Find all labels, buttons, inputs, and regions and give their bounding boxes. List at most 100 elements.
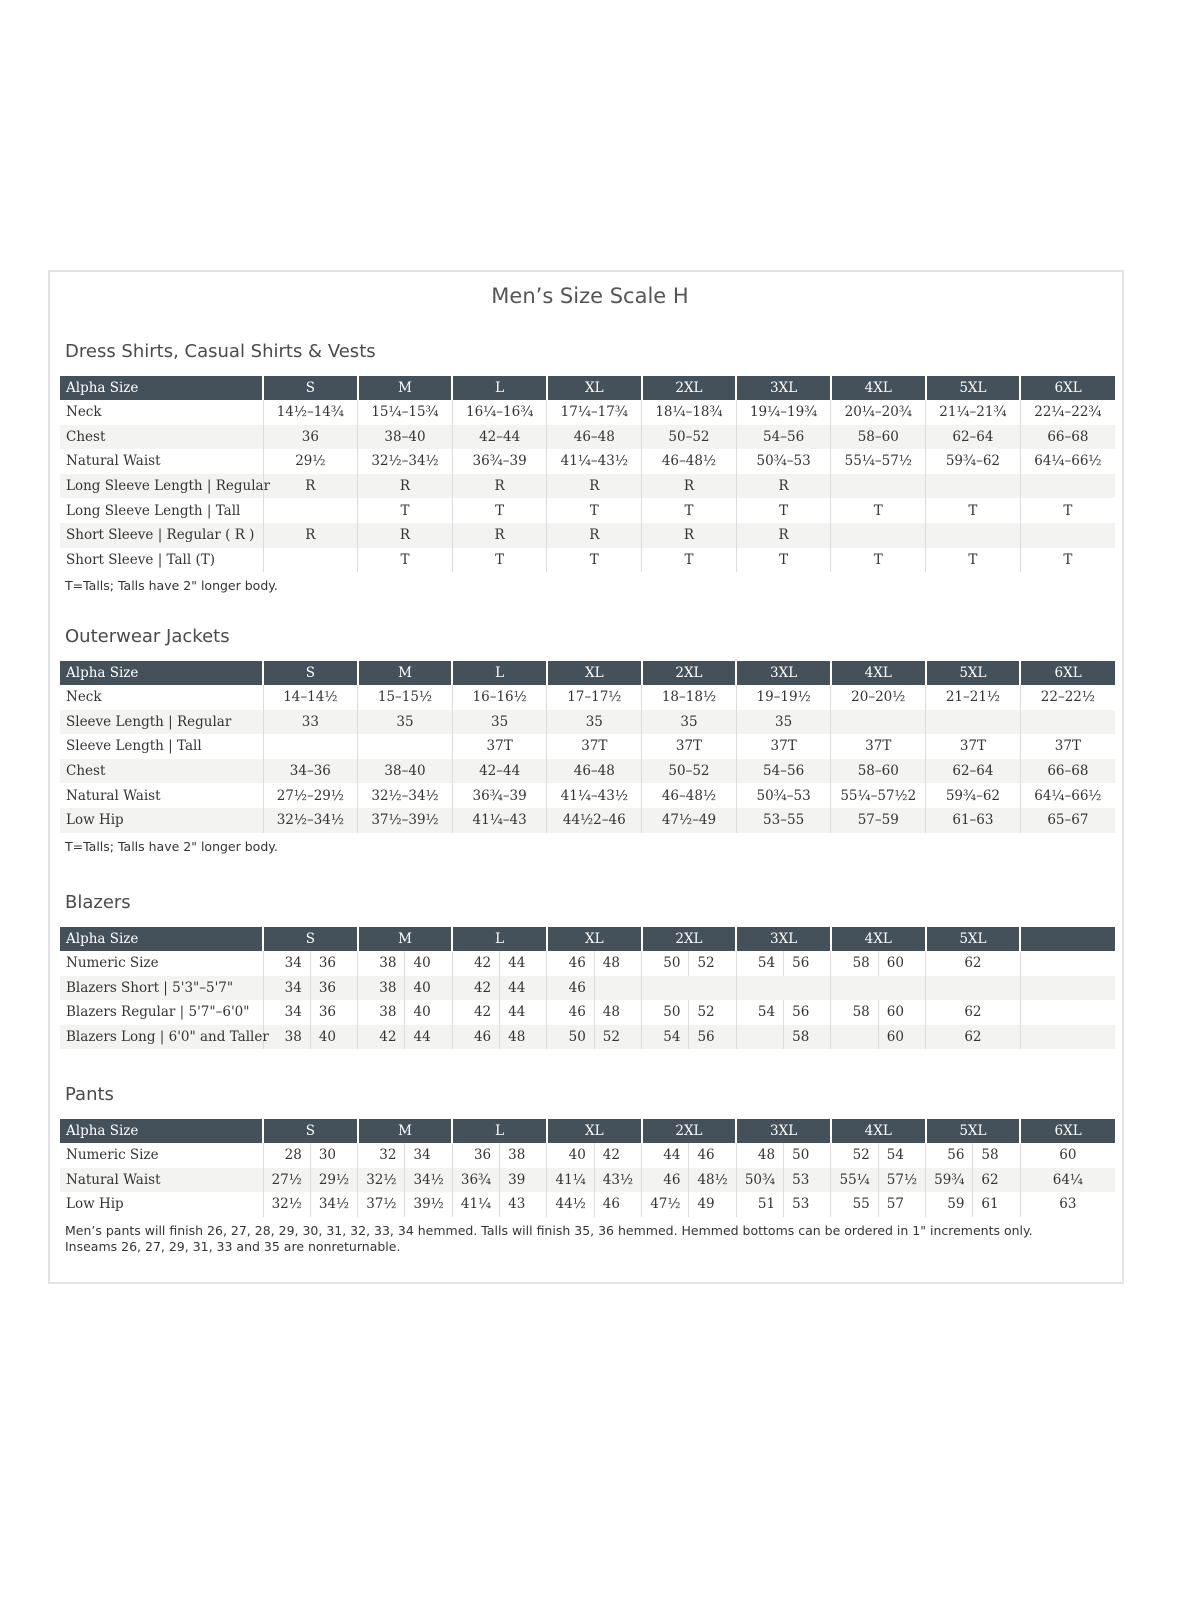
table-cell: 18¼–18¾ bbox=[641, 400, 737, 425]
table-cell: 44 46 bbox=[641, 1143, 737, 1168]
table-cell: 21¼–21¾ bbox=[925, 400, 1021, 425]
table-cell: 50–52 bbox=[641, 758, 737, 784]
column-header: S bbox=[262, 376, 358, 400]
table-row: Low Hip 32½ 34½ 37½ 39½ 41¼ 43 44½ 46 47½ 49 51 53 55… bbox=[60, 1192, 1115, 1217]
column-header: 2XL bbox=[640, 376, 737, 400]
table-cell: 32½ 34½ bbox=[357, 1167, 453, 1193]
table-cell: 55¼ 57½ bbox=[830, 1167, 926, 1193]
table-cell: 38–40 bbox=[357, 424, 453, 450]
table-cell: 64¼–66½ bbox=[1019, 783, 1115, 808]
table-cell: R bbox=[357, 473, 453, 499]
table-row: Blazers Short | 5'3"–5'7" 34 36 38 40 42 44 46 bbox=[60, 975, 1115, 1001]
table-cell: 20–20½ bbox=[830, 685, 926, 710]
cell-value-high: 56 bbox=[792, 1004, 810, 1021]
cell-value-low: 42 bbox=[453, 975, 501, 1001]
table-cell: 63 bbox=[1019, 1192, 1115, 1217]
column-header: Alpha Size bbox=[60, 1119, 263, 1143]
cell-value-high: 49 bbox=[697, 1196, 715, 1213]
column-header: 2XL bbox=[640, 927, 737, 951]
cell-value-high: 44 bbox=[508, 955, 526, 971]
size-table: Alpha Size S M L XL 2XL 3XL 4XL 5XL 6XL Numeric Si… bbox=[60, 1119, 1115, 1217]
cell-value-low: 50 bbox=[642, 1000, 690, 1025]
table-cell: R bbox=[357, 522, 453, 548]
cell-value-low: 28 bbox=[264, 1143, 311, 1168]
column-header: XL bbox=[545, 661, 642, 685]
table-cell: 41¼–43½ bbox=[546, 449, 642, 474]
table-cell: 47½–49 bbox=[641, 807, 737, 833]
cell-value-high: 40 bbox=[413, 979, 431, 996]
column-header: 4XL bbox=[829, 661, 926, 685]
table-row: Numeric Size 28 30 32 34 36 38 40 42 44 46 48 50 52 54… bbox=[60, 1143, 1115, 1168]
table-cell: 14½–14¾ bbox=[262, 400, 358, 425]
table-cell: 50 52 bbox=[546, 1024, 642, 1050]
table-cell: T bbox=[546, 547, 642, 573]
table-cell bbox=[925, 473, 1021, 499]
cell-value-high: 43 bbox=[508, 1196, 526, 1213]
cell-value-high: 36 bbox=[318, 979, 337, 996]
table-cell: T bbox=[925, 547, 1021, 573]
table-cell: 37T bbox=[830, 734, 926, 759]
cell-value-high: 60 bbox=[886, 1004, 904, 1021]
column-header: 5XL bbox=[924, 927, 1021, 951]
table-cell: 15–15½ bbox=[357, 685, 453, 710]
table-cell: 37T bbox=[546, 734, 642, 759]
column-header: Alpha Size bbox=[60, 376, 263, 400]
cell-value-high: 34½ bbox=[413, 1171, 444, 1188]
table-cell: 34 36 bbox=[262, 951, 358, 976]
table-cell: 54 56 bbox=[641, 1024, 737, 1050]
cell-value-low: 34 bbox=[264, 975, 311, 1001]
table-cell: 22¼–22¾ bbox=[1019, 400, 1115, 425]
table-cell bbox=[262, 547, 358, 573]
cell-value-high: 48½ bbox=[697, 1171, 728, 1188]
cell-value-low: 56 bbox=[926, 1143, 974, 1168]
table-cell: 58 60 bbox=[830, 1000, 926, 1025]
table-row: Numeric Size 34 36 38 40 42 44 46 48 50 52 54 56 58 60… bbox=[60, 951, 1115, 976]
table-cell: 59 61 bbox=[925, 1192, 1021, 1217]
table-cell bbox=[1019, 951, 1115, 976]
table-cell: R bbox=[262, 473, 358, 499]
cell-value-high: 38 bbox=[508, 1147, 526, 1163]
table-cell: T bbox=[735, 547, 831, 573]
cell-value-low bbox=[737, 1024, 785, 1050]
table-row: Short Sleeve | Tall (T) T T T T T T T T bbox=[60, 547, 1115, 573]
table-row: Blazers Long | 6'0" and Taller 38 40 42 44 46… bbox=[60, 1024, 1115, 1050]
table-cell: 46–48½ bbox=[641, 783, 737, 808]
section-blazers: Blazers Alpha Size S M L XL 2XL 3XL 4XL 5XL Numeri… bbox=[60, 891, 1115, 1050]
table-cell: 37½–39½ bbox=[357, 807, 453, 833]
table-cell: T bbox=[735, 498, 831, 523]
column-header: 3XL bbox=[735, 661, 831, 685]
table-cell: R bbox=[735, 473, 831, 499]
table-cell: 58–60 bbox=[830, 424, 926, 450]
table-cell: 48 50 bbox=[735, 1143, 831, 1168]
table-cell bbox=[1019, 709, 1115, 735]
cell-value-high: 56 bbox=[792, 955, 810, 971]
table-cell: 37T bbox=[641, 734, 737, 759]
table-cell: 40 42 bbox=[546, 1143, 642, 1168]
cell-value-high: 54 bbox=[886, 1147, 904, 1163]
column-header: S bbox=[262, 1119, 358, 1143]
cell-value-high: 48 bbox=[508, 1028, 526, 1045]
table-cell: 27½ 29½ bbox=[262, 1167, 358, 1193]
table-cell: 37T bbox=[1019, 734, 1115, 759]
table-cell: 17¼–17¾ bbox=[546, 400, 642, 425]
note-line: T=Talls; Talls have 2" longer body. bbox=[65, 838, 278, 854]
cell-value-high: 46 bbox=[602, 1196, 620, 1213]
cell-value-high: 57 bbox=[886, 1196, 904, 1213]
table-cell: 54–56 bbox=[735, 424, 831, 450]
cell-value-low: 52 bbox=[831, 1143, 879, 1168]
row-label: Long Sleeve Length | Tall bbox=[66, 502, 241, 519]
cell-value-low: 32 bbox=[358, 1143, 406, 1168]
cell-value-low: 46 bbox=[642, 1167, 690, 1193]
table-cell: 44½ 46 bbox=[546, 1192, 642, 1217]
table-cell: 35 bbox=[546, 709, 642, 735]
table-cell: 61–63 bbox=[925, 807, 1021, 833]
table-cell bbox=[1019, 522, 1115, 548]
table-cell: 50¾ 53 bbox=[735, 1167, 831, 1193]
row-label: Sleeve Length | Tall bbox=[66, 738, 202, 755]
cell-value-high: 62 bbox=[981, 1171, 999, 1188]
cell-value-low: 48 bbox=[737, 1143, 785, 1168]
section-outerwear-jackets: Outerwear Jackets Alpha Size S M L XL 2XL 3XL 4X… bbox=[60, 625, 1115, 855]
table-cell: 42 44 bbox=[451, 975, 547, 1001]
table-cell: 46 48 bbox=[546, 951, 642, 976]
table-cell: T bbox=[1019, 498, 1115, 523]
